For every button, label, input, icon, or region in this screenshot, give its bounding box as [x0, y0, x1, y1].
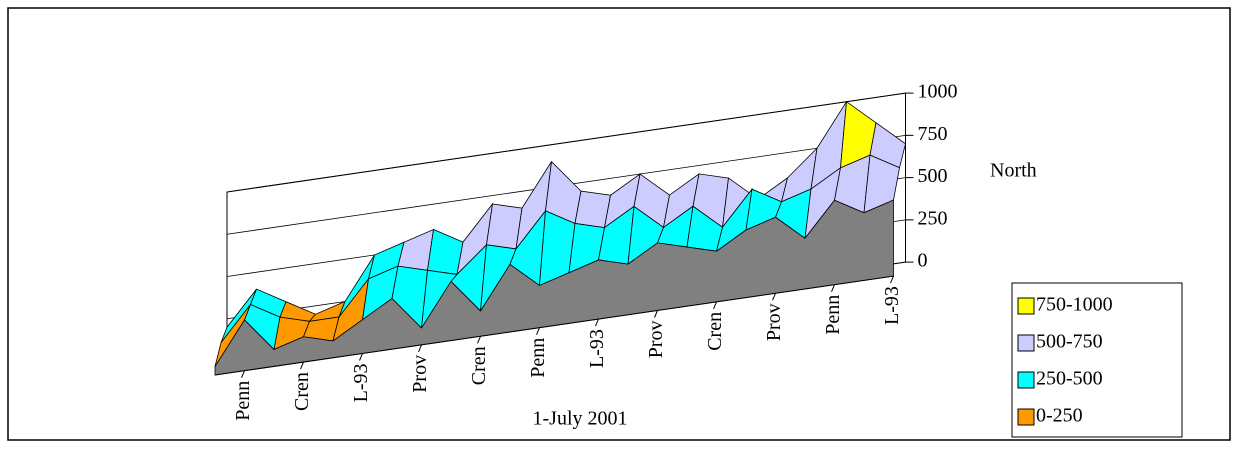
- x-tick: [831, 284, 835, 292]
- grid-line: [226, 92, 906, 193]
- x-tick-label: L-93: [350, 364, 372, 403]
- legend-label: 500-750: [1036, 331, 1103, 353]
- legend-swatch: [1017, 371, 1035, 389]
- x-tick-label: L-93: [586, 329, 608, 368]
- x-tick: [359, 353, 363, 361]
- x-tick-label: Cren: [468, 346, 490, 385]
- z-tick-label: 750: [918, 123, 948, 145]
- z-tick-label: 250: [918, 207, 948, 229]
- legend: [1011, 282, 1183, 438]
- x-tick-label: Penn: [527, 338, 549, 378]
- x-tick: [595, 318, 599, 327]
- x-tick: [241, 370, 245, 378]
- legend-label: 0-250: [1036, 405, 1083, 427]
- x-tick-label: Penn: [822, 295, 844, 335]
- x-tick-label: Cren: [291, 372, 313, 411]
- x-tick: [654, 310, 658, 318]
- x-tick: [477, 336, 481, 344]
- x-tick: [536, 327, 540, 335]
- x-tick-label: Cren: [704, 312, 726, 351]
- legend-swatch: [1017, 334, 1035, 352]
- legend-swatch: [1017, 297, 1035, 315]
- z-tick-label: 1000: [918, 81, 958, 103]
- x-tick-label: Prov: [409, 355, 431, 393]
- x-tick: [418, 344, 422, 353]
- x-tick: [300, 361, 304, 370]
- front-face: [214, 199, 894, 376]
- z-tick-label: 500: [918, 165, 948, 187]
- legend-swatch: [1017, 408, 1035, 426]
- x-tick: [772, 293, 776, 301]
- x-tick-label: Prov: [763, 303, 785, 341]
- legend-label: 750-1000: [1036, 294, 1113, 316]
- legend-label: 250-500: [1036, 368, 1103, 390]
- x-axis-title: 1-July 2001: [533, 408, 628, 430]
- x-tick-label: L-93: [881, 286, 903, 325]
- z-tick-label: 0: [918, 250, 928, 272]
- x-tick: [713, 301, 717, 310]
- x-tick: [890, 275, 894, 284]
- z-axis-title: North: [990, 160, 1037, 182]
- x-tick-label: Penn: [232, 381, 254, 421]
- x-tick-label: Prov: [645, 321, 667, 359]
- x-axis: [214, 275, 894, 376]
